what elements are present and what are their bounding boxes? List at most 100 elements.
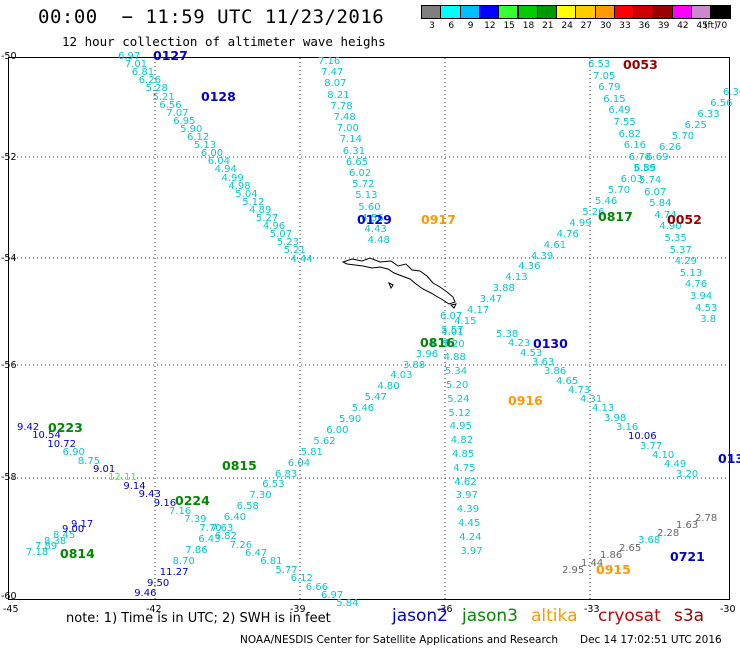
swh-value: 6.81	[260, 556, 283, 568]
colorbar-swatch	[710, 5, 731, 19]
swh-value: 3.98	[604, 412, 627, 424]
colorbar-label: 21	[542, 21, 554, 31]
pass-label: 0129	[357, 212, 392, 227]
map-frame	[8, 57, 730, 600]
swh-value: 5.34	[444, 366, 468, 378]
colorbar-label: 9	[467, 21, 474, 31]
swh-value: 6.95	[173, 115, 196, 127]
swh-value: 7.14	[339, 134, 362, 146]
swh-value: 4.10	[652, 449, 675, 461]
swh-value: 5.72	[352, 179, 375, 191]
swh-value: 5.90	[339, 414, 362, 425]
swh-value: 6.26	[138, 75, 161, 87]
swh-value: 7.78	[330, 100, 353, 112]
swh-value: 7.86	[185, 544, 208, 556]
swh-value: 4.73	[568, 384, 591, 396]
swh-value: 7.47	[321, 67, 344, 79]
swh-value: 3.94	[690, 291, 713, 302]
swh-value: 11.27	[159, 566, 189, 578]
swh-value: 5.13	[193, 140, 217, 152]
swh-value: 5.46	[595, 196, 618, 207]
swh-value: 9.42	[17, 422, 40, 433]
swh-value: 5.23	[276, 237, 299, 249]
page-title: 00:00 − 11:59 UTC 11/23/2016	[38, 6, 385, 28]
swh-value: 6.49	[608, 105, 631, 117]
swh-value: 9.01	[93, 464, 116, 475]
swh-value: 4.45	[458, 518, 481, 529]
swh-value: 5.13	[679, 267, 703, 279]
swh-value: 6.12	[290, 573, 313, 585]
swh-value: 5.12	[448, 407, 471, 419]
swh-value: 7.01	[124, 59, 148, 71]
swh-value: 6.97	[118, 51, 141, 62]
swh-value: 2.95	[562, 565, 585, 576]
swh-value: 7.16	[169, 506, 192, 517]
island-small-outlines	[388, 281, 457, 309]
swh-value: 4.62	[454, 476, 477, 488]
swh-value: 4.44	[290, 253, 313, 265]
lon-label-1: -45	[3, 604, 19, 615]
swh-value: 5.84	[336, 598, 359, 610]
swh-value: 6.85	[633, 163, 657, 175]
swh-value: 3.97	[460, 545, 483, 557]
lat-label-1: -50	[1, 51, 17, 62]
colorbar-label: 33	[619, 21, 631, 31]
swh-value: 3.68	[638, 535, 661, 546]
swh-value: 6.90	[62, 447, 85, 459]
pass-label: 013	[718, 451, 740, 466]
swh-value: 4.65	[556, 375, 579, 387]
swh-value: 8.45	[53, 529, 76, 541]
swh-value: 6.03	[620, 174, 643, 186]
swh-value: 6.69	[646, 152, 669, 164]
swh-value: 4.80	[377, 381, 400, 393]
swh-value: 9.46	[134, 588, 157, 600]
swh-value: 5.04	[235, 188, 258, 200]
swh-value: 6.40	[223, 512, 247, 524]
swh-value: 4.76	[684, 279, 708, 291]
lon-label-3: -39	[290, 604, 306, 615]
swh-value: 6.07	[644, 186, 667, 198]
swh-value: 4.15	[454, 315, 477, 327]
swh-value: 4.23	[508, 338, 531, 350]
swh-value: 9.50	[147, 577, 170, 589]
lat-label-2: -52	[1, 152, 17, 163]
swh-value: 4.49	[664, 459, 687, 471]
pass-label: 0224	[175, 493, 210, 508]
swh-value: 5.24	[447, 393, 470, 405]
swh-value: 5.26	[582, 206, 605, 218]
swh-value: 3.88	[403, 359, 426, 371]
colorbar-label: 24	[561, 21, 573, 31]
swh-value: 4.75	[453, 462, 476, 474]
swh-value: 6.07	[440, 311, 463, 322]
swh-value: 3.97	[455, 490, 478, 502]
swh-value: 4.76	[556, 228, 579, 240]
swh-value: 4.13	[592, 403, 615, 415]
swh-value: 5.20	[446, 380, 469, 391]
swh-value: 4.98	[228, 180, 251, 192]
swh-value: 8.21	[327, 89, 350, 101]
swh-value: 4.96	[262, 221, 286, 233]
pass-label: 0916	[508, 393, 543, 408]
swh-value: 5.27	[256, 213, 279, 224]
pass-label: 0053	[623, 57, 658, 72]
swh-value: 4.85	[452, 449, 475, 460]
swh-value: 9.16	[153, 497, 177, 509]
swh-value: 4.82	[450, 435, 474, 447]
swh-value: 9.00	[62, 524, 85, 536]
lon-label-4: -36	[437, 604, 453, 615]
swh-value: 9.43	[138, 489, 161, 501]
swh-value: 8.75	[77, 455, 101, 467]
swh-value: 5.13	[355, 190, 378, 202]
pass-label: 0128	[201, 89, 236, 104]
swh-value: 4.89	[249, 204, 272, 216]
swh-value: 6.53	[262, 479, 285, 491]
colorbar-label: 12	[484, 21, 496, 31]
swh-value: 4.48	[367, 235, 390, 247]
pass-label: 0721	[670, 549, 705, 564]
swh-value: 4.74	[654, 209, 677, 221]
swh-value: 3.77	[640, 440, 663, 452]
island-fragment-1	[388, 281, 394, 290]
swh-value: 4.94	[214, 164, 237, 176]
pass-label: 0052	[667, 212, 702, 227]
pass-label: 0130	[533, 336, 568, 351]
